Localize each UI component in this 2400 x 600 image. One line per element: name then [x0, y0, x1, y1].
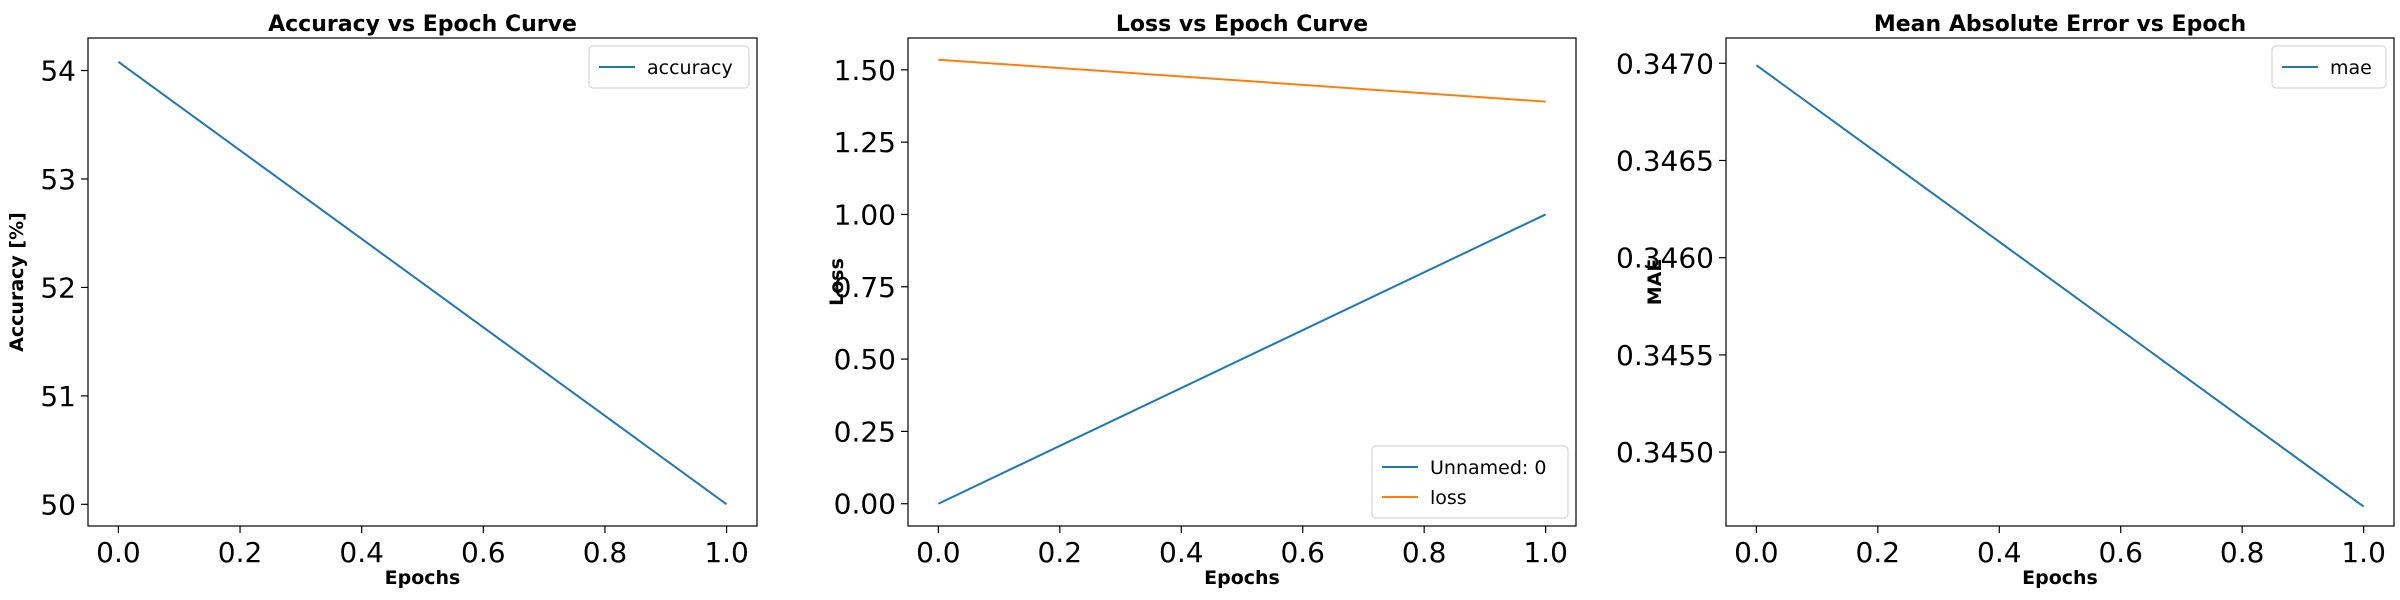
- x-tick-label: 1.0: [2341, 536, 2386, 569]
- y-tick-label: 1.00: [834, 198, 896, 231]
- y-tick-label: 0.3450: [1616, 436, 1714, 469]
- x-tick-label: 0.2: [218, 536, 263, 569]
- legend-label: mae: [2330, 57, 2372, 79]
- series-line-unnamed-0: [937, 213, 1547, 505]
- y-tick-label: 53: [40, 163, 76, 196]
- axes-frame: [1725, 37, 2395, 527]
- x-axis-label: Epochs: [1204, 567, 1280, 589]
- y-tick-label: 0.3455: [1616, 339, 1714, 372]
- legend-label: accuracy: [647, 57, 733, 79]
- x-tick-label: 0.8: [2220, 536, 2265, 569]
- legend-label: loss: [1430, 487, 1467, 509]
- legend-box: [588, 45, 750, 89]
- legend: mae: [2271, 45, 2387, 89]
- x-tick-label: 0.6: [1280, 536, 1325, 569]
- chart-2: Loss vs Epoch Curve Epochs Loss 0.0 0.2 0.4 0.…: [826, 12, 1577, 589]
- x-tick-label: 1.0: [1523, 536, 1568, 569]
- series-line-accuracy: [117, 61, 728, 506]
- x-tick-label: 0.2: [1038, 536, 1083, 569]
- x-axis-label: Epochs: [385, 567, 461, 589]
- legend-label: Unnamed: 0: [1430, 457, 1546, 479]
- x-tick-label: 1.0: [704, 536, 749, 569]
- legend-box: [2271, 45, 2387, 89]
- x-tick-label: 0.8: [1402, 536, 1447, 569]
- y-tick-label: 0.75: [834, 271, 896, 304]
- x-tick-label: 0.8: [583, 536, 628, 569]
- x-tick-label: 0.2: [1856, 536, 1901, 569]
- series-line-mae: [1755, 64, 2365, 508]
- legend-box: [1371, 445, 1569, 519]
- y-tick-label: 52: [40, 271, 76, 304]
- chart-title: Mean Absolute Error vs Epoch: [1874, 12, 2246, 37]
- x-tick-label: 0.6: [2098, 536, 2143, 569]
- y-axis-label: Loss: [826, 258, 848, 306]
- x-tick-label: 0.0: [96, 536, 141, 569]
- y-tick-label: 0.25: [834, 415, 896, 448]
- chart-title: Accuracy vs Epoch Curve: [268, 12, 577, 37]
- x-tick-label: 0.4: [1977, 536, 2022, 569]
- y-axis-label: Accuracy [%]: [6, 212, 28, 352]
- legend: Unnamed: 0 loss: [1371, 445, 1569, 519]
- axes-frame: [907, 37, 1577, 527]
- chart-3: Mean Absolute Error vs Epoch Epochs MAE 0.0…: [1616, 12, 2395, 589]
- x-tick-label: 0.4: [1159, 536, 1204, 569]
- y-tick-label: 0.3465: [1616, 144, 1714, 177]
- y-tick-label: 1.50: [834, 54, 896, 87]
- y-tick-label: 1.25: [834, 126, 896, 159]
- y-tick-label: 0.00: [834, 488, 896, 521]
- y-tick-label: 51: [40, 380, 76, 413]
- x-tick-label: 0.4: [339, 536, 384, 569]
- y-tick-label: 54: [40, 55, 76, 88]
- y-tick-label: 0.3470: [1616, 47, 1714, 80]
- series-line-loss: [938, 58, 1546, 103]
- y-tick-label: 0.3460: [1616, 242, 1714, 275]
- y-axis-label: MAE: [1644, 259, 1666, 306]
- y-tick-label: 50: [40, 488, 76, 521]
- chart-1: Accuracy vs Epoch Curve Epochs Accuracy [%…: [6, 12, 758, 589]
- axes-frame: [87, 37, 758, 527]
- chart-title: Loss vs Epoch Curve: [1116, 12, 1368, 37]
- y-tick-label: 0.50: [834, 343, 896, 376]
- legend: accuracy: [588, 45, 750, 89]
- x-tick-label: 0.6: [461, 536, 506, 569]
- x-tick-label: 0.0: [916, 536, 961, 569]
- x-tick-label: 0.0: [1734, 536, 1779, 569]
- x-axis-label: Epochs: [2022, 567, 2098, 589]
